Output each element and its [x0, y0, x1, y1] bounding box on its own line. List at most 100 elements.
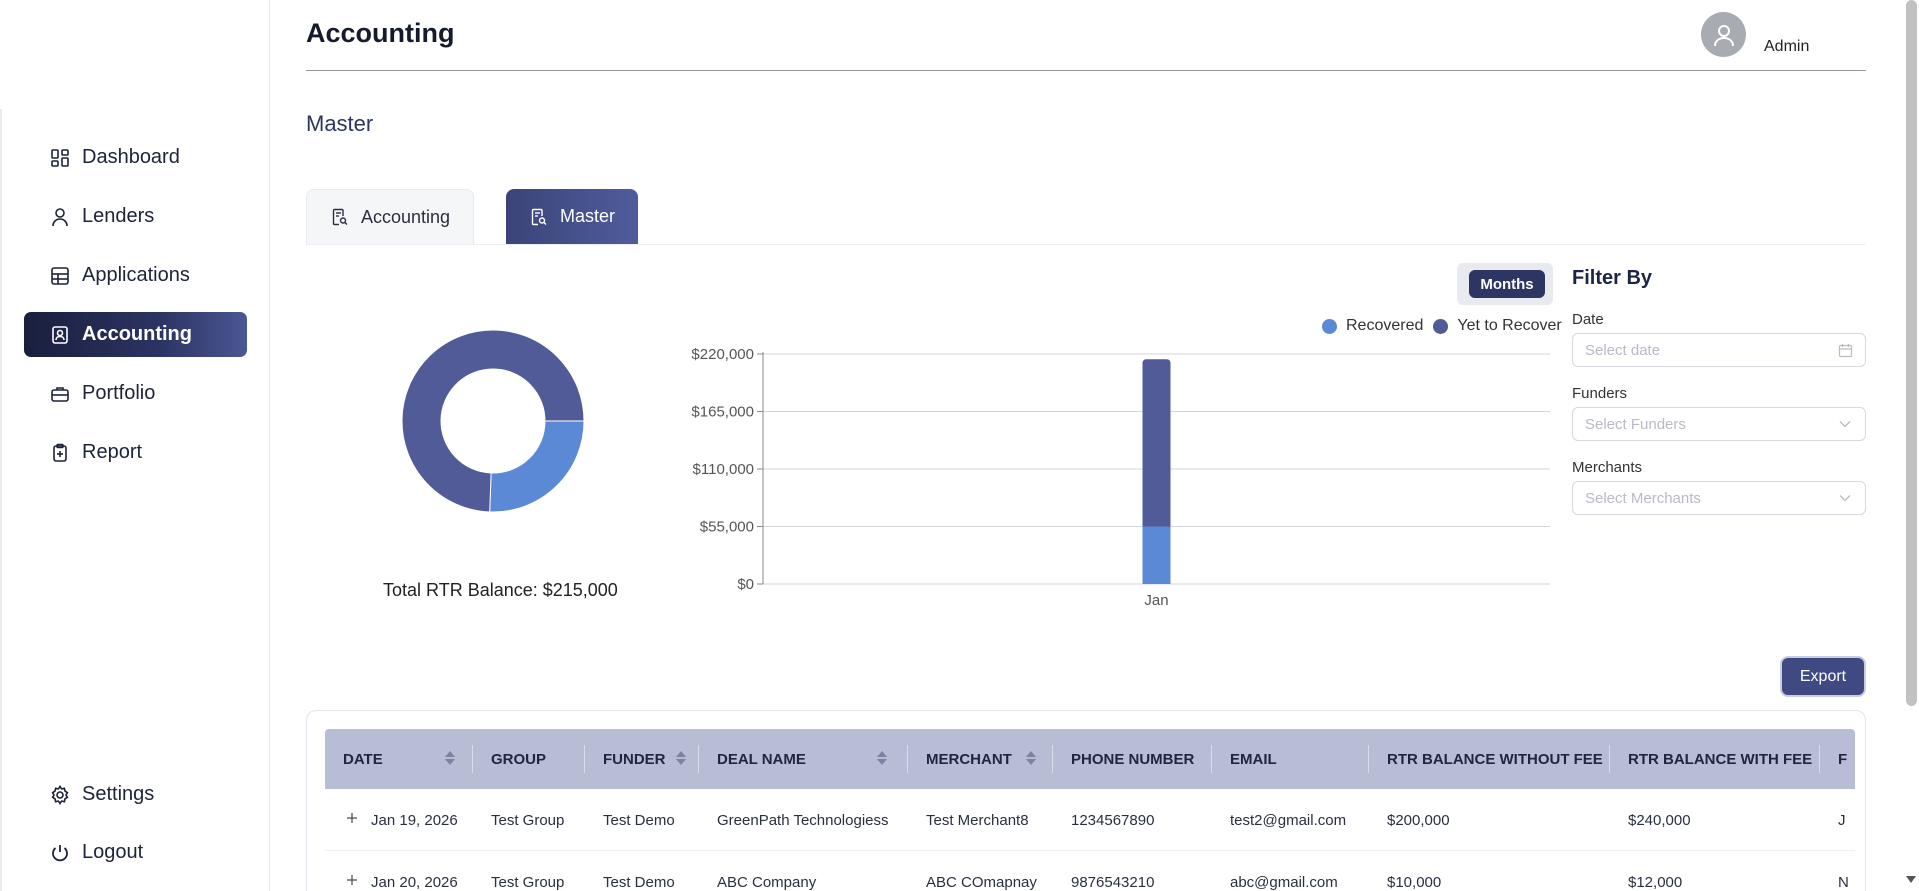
user-icon — [50, 207, 70, 227]
table-header: DATE GROUP FUNDER DEAL NAME MERCHANT PHO… — [325, 729, 1855, 789]
sidebar-item-logout[interactable]: Logout — [24, 830, 247, 875]
table-row[interactable]: Jan 20, 2026 Test Group Test Demo ABC Co… — [325, 851, 1855, 891]
legend-item-yet-to-recover[interactable]: Yet to Recover — [1433, 317, 1562, 335]
column-label: RTR BALANCE WITH FEE — [1628, 750, 1813, 768]
sidebar-item-label: Logout — [82, 841, 144, 863]
column-header-rtr-without-fee[interactable]: RTR BALANCE WITHOUT FEE — [1369, 729, 1610, 789]
column-header-deal-name[interactable]: DEAL NAME — [699, 729, 908, 789]
merchants-select[interactable]: Select Merchants — [1572, 481, 1866, 515]
scroll-down-arrow-icon[interactable] — [1906, 876, 1916, 883]
column-separator — [1052, 745, 1053, 773]
tab-master[interactable]: Master — [506, 189, 638, 244]
legend-label: Recovered — [1346, 317, 1424, 334]
merchants-label: Merchants — [1572, 459, 1643, 476]
rtr-bar-chart: $0 $55,000 $110,000 $165,000 $220,000 Jan — [691, 346, 1550, 609]
column-label: PHONE NUMBER — [1071, 750, 1195, 768]
scrollbar-thumb[interactable] — [1906, 0, 1917, 706]
sidebar-item-dashboard[interactable]: Dashboard — [24, 135, 247, 180]
expand-row-icon[interactable] — [345, 873, 359, 887]
bar-yet-to-recover-jan[interactable] — [1142, 359, 1171, 527]
column-label: GROUP — [491, 750, 547, 768]
bar-recovered-jan[interactable] — [1142, 526, 1171, 585]
sidebar-item-accounting[interactable]: Accounting — [24, 312, 247, 357]
cell-phone: 9876543210 — [1071, 873, 1155, 891]
column-label: EMAIL — [1230, 750, 1277, 768]
cell-rtr-with-fee: $12,000 — [1628, 873, 1683, 891]
column-label: RTR BALANCE WITHOUT FEE — [1387, 750, 1603, 768]
sort-icon[interactable] — [1026, 751, 1036, 765]
y-tick-label: $110,000 — [693, 461, 754, 478]
sidebar-item-report[interactable]: Report — [24, 430, 247, 475]
document-search-icon — [331, 208, 349, 226]
expand-row-icon[interactable] — [345, 811, 359, 825]
x-tick-label: Jan — [1144, 592, 1168, 609]
legend-item-recovered[interactable]: Recovered — [1322, 317, 1423, 335]
sort-icon[interactable] — [676, 751, 686, 765]
column-header-extra[interactable]: F — [1820, 729, 1855, 789]
funders-select[interactable]: Select Funders — [1572, 407, 1866, 441]
y-tick-label: $0 — [737, 576, 754, 593]
sidebar-item-label: Report — [82, 441, 143, 463]
section-title: Master — [306, 111, 374, 136]
column-label: FUNDER — [603, 750, 666, 768]
merchants-placeholder: Select Merchants — [1585, 489, 1701, 507]
sort-icon[interactable] — [445, 751, 455, 765]
column-separator — [1819, 745, 1820, 773]
date-picker[interactable]: Select date — [1572, 333, 1866, 367]
cell-deal-name: GreenPath Technologiess — [717, 811, 889, 829]
sidebar-item-label: Accounting — [82, 323, 192, 345]
column-header-group[interactable]: GROUP — [473, 729, 585, 789]
donut-caption: Total RTR Balance: $215,000 — [383, 580, 618, 600]
cell-rtr-without-fee: $200,000 — [1387, 811, 1450, 829]
column-header-merchant[interactable]: MERCHANT — [908, 729, 1053, 789]
tab-accounting[interactable]: Accounting — [306, 189, 474, 244]
gear-icon — [50, 784, 70, 805]
column-label: F — [1838, 750, 1848, 768]
tab-label: Accounting — [361, 206, 451, 227]
table-row[interactable]: Jan 19, 2026 Test Group Test Demo GreenP… — [325, 789, 1855, 851]
months-button[interactable]: Months — [1469, 270, 1545, 298]
dashboard-icon — [50, 148, 70, 168]
tabs-divider — [306, 244, 1866, 245]
user-name[interactable]: Admin — [1764, 38, 1810, 55]
column-header-date[interactable]: DATE — [325, 729, 473, 789]
y-tick-label: $55,000 — [700, 519, 754, 536]
date-label: Date — [1572, 311, 1604, 328]
donut-slice-yet-to-recover[interactable] — [401, 329, 585, 513]
chevron-down-icon — [1837, 490, 1853, 506]
sidebar-item-label: Settings — [82, 783, 155, 805]
column-header-phone-number[interactable]: PHONE NUMBER — [1053, 729, 1212, 789]
cell-extra: N — [1838, 873, 1849, 891]
sidebar-divider — [0, 109, 2, 891]
sidebar-item-applications[interactable]: Applications — [24, 253, 247, 298]
donut-slice-recovered[interactable] — [489, 420, 585, 513]
document-search-icon — [530, 208, 548, 226]
column-separator — [1609, 745, 1610, 773]
header-divider — [306, 70, 1866, 71]
column-header-funder[interactable]: FUNDER — [585, 729, 699, 789]
export-button[interactable]: Export — [1782, 658, 1864, 695]
legend-label: Yet to Recover — [1457, 317, 1562, 334]
column-header-rtr-with-fee[interactable]: RTR BALANCE WITH FEE — [1610, 729, 1820, 789]
tab-label: Master — [560, 206, 616, 226]
cell-merchant: Test Merchant8 — [926, 811, 1029, 829]
sidebar-item-portfolio[interactable]: Portfolio — [24, 371, 247, 416]
sidebar-item-settings[interactable]: Settings — [24, 772, 247, 817]
cell-extra: J — [1838, 811, 1846, 829]
rtr-donut-chart — [400, 328, 586, 514]
sidebar-nav: Dashboard Lenders Applications Accountin… — [24, 135, 247, 489]
master-table: DATE GROUP FUNDER DEAL NAME MERCHANT PHO… — [306, 710, 1866, 891]
power-icon — [50, 843, 70, 863]
cell-email: abc@gmail.com — [1230, 873, 1338, 891]
sort-icon[interactable] — [877, 751, 887, 765]
sidebar-bottom-nav: Settings Logout — [24, 772, 247, 888]
cell-group: Test Group — [491, 811, 565, 829]
sidebar-item-lenders[interactable]: Lenders — [24, 194, 247, 239]
column-separator — [472, 745, 473, 773]
chevron-down-icon — [1837, 416, 1853, 432]
sidebar-item-label: Lenders — [82, 205, 155, 227]
cell-rtr-without-fee: $10,000 — [1387, 873, 1442, 891]
column-separator — [1211, 745, 1212, 773]
avatar[interactable] — [1701, 12, 1746, 57]
column-header-email[interactable]: EMAIL — [1212, 729, 1369, 789]
